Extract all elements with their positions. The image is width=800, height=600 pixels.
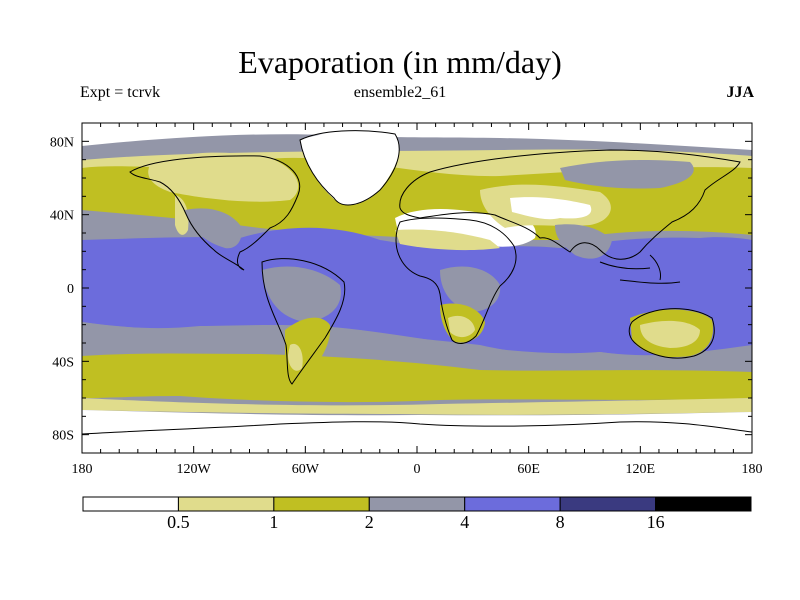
southern-africa-pale — [448, 315, 475, 338]
siberia-grey — [560, 160, 694, 189]
colorbar-label: 2 — [365, 512, 374, 532]
coastline-australia — [628, 308, 715, 359]
band-south-pale — [82, 398, 752, 415]
coastline-indonesia — [599, 254, 681, 284]
y-tick-label: 80S — [52, 429, 74, 444]
y-tick-label: 0 — [67, 282, 74, 297]
india-grey — [555, 224, 612, 259]
x-tick-label: 180 — [72, 462, 93, 477]
colorbar-bin — [464, 496, 561, 512]
band-south-olive — [82, 353, 752, 403]
congo-grey — [440, 266, 501, 312]
band-north-white — [82, 123, 752, 150]
y-tick-label: 80N — [50, 135, 74, 150]
mexico-grey — [185, 208, 242, 249]
band-tropics-blue — [82, 227, 752, 356]
colorbar-bin — [368, 496, 466, 512]
colorbar-label: 0.5 — [167, 512, 190, 532]
north-america-pale — [148, 152, 299, 202]
coastline-greenland — [299, 130, 400, 206]
colorbar-label: 16 — [647, 512, 665, 532]
greenland-white — [300, 132, 400, 206]
experiment-label: Expt = tcrvk — [80, 84, 161, 101]
coastline-north-america — [129, 155, 301, 271]
colorbar-bin — [82, 496, 179, 512]
colorbar-label: 4 — [460, 512, 469, 532]
season-label: JJA — [726, 84, 754, 101]
band-south-white — [82, 410, 752, 453]
x-tick-label: 60E — [517, 462, 540, 477]
coastline-south-america — [261, 258, 346, 385]
patagonia-pale — [288, 343, 303, 371]
colorbar-bin — [273, 496, 370, 512]
band-south-grey — [82, 322, 752, 372]
sahara-pale — [395, 229, 500, 251]
coastline-antarctica — [82, 421, 752, 435]
australia-pale — [640, 320, 700, 348]
ensemble-label: ensemble2_61 — [353, 84, 447, 101]
x-tick-label: 60W — [292, 462, 320, 477]
colorbar-bin — [559, 496, 657, 512]
colorbar-label: 1 — [269, 512, 278, 532]
x-tick-label: 180 — [742, 462, 763, 477]
coastline-africa — [395, 217, 517, 344]
y-tick-label: 40N — [50, 209, 74, 224]
chart-title: Evaporation (in mm/day) — [238, 44, 562, 80]
x-tick-label: 0 — [414, 462, 421, 477]
amazon-grey — [262, 266, 341, 322]
central-asia-white — [510, 197, 592, 220]
x-tick-label: 120W — [177, 462, 212, 477]
x-tick-label: 120E — [626, 462, 656, 477]
y-tick-label: 40S — [52, 355, 74, 370]
coastline-eurasia — [399, 149, 741, 260]
colorbar-bin — [177, 496, 275, 512]
colorbar-bin — [655, 496, 752, 512]
colorbar-label: 8 — [556, 512, 565, 532]
western-us-pale — [175, 195, 189, 235]
